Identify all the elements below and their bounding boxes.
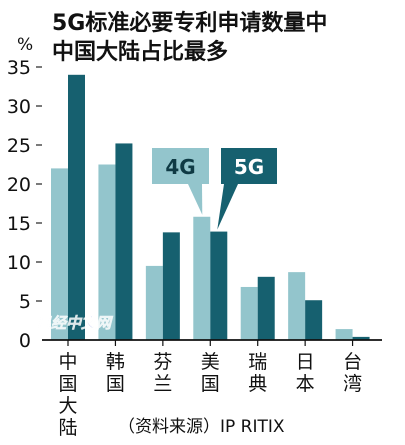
bar-4g-6 xyxy=(335,329,353,340)
bar-4g-4 xyxy=(240,286,258,340)
y-axis-ticks: 0 5 10 15 20 25 30 35 xyxy=(7,57,42,352)
legend-4g-box xyxy=(152,148,209,184)
chart-title-line: 5G标准必要专利申请数量中 xyxy=(52,10,327,36)
y-tick-label: 35 xyxy=(7,57,31,79)
x-tick-label: 美国 xyxy=(201,351,220,395)
bar-5g-4 xyxy=(257,276,275,340)
y-tick-label: 25 xyxy=(7,135,31,157)
legend-4g-pointer xyxy=(188,184,203,215)
x-tick-label: 中国大陆 xyxy=(58,351,77,439)
x-tick-label: 韩国 xyxy=(106,351,125,395)
y-axis-unit: % xyxy=(17,35,33,55)
y-tick-label: 20 xyxy=(7,174,31,196)
legend-4g-label: 4G xyxy=(165,155,195,179)
bar-series xyxy=(51,74,370,341)
y-tick-label: 15 xyxy=(7,213,31,235)
y-tick-label: 30 xyxy=(7,96,31,118)
bar-5g-5 xyxy=(305,300,323,340)
bar-5g-2 xyxy=(162,232,180,340)
y-tick-label: 0 xyxy=(19,330,31,352)
bar-4g-1 xyxy=(98,164,116,340)
bar-4g-0 xyxy=(51,168,68,340)
x-tick-label: 芬兰 xyxy=(153,351,172,395)
legend-5g-label: 5G xyxy=(234,155,264,179)
watermark-logo: 日经中文网 xyxy=(36,314,114,332)
legend-5g-pointer xyxy=(217,184,238,230)
chart-title-line: 中国大陆占比最多 xyxy=(52,39,228,65)
x-tick-label: 瑞典 xyxy=(248,351,267,395)
x-tick-label: 台湾 xyxy=(343,351,362,395)
source-note: （资料来源）IP RITIX xyxy=(118,417,285,437)
x-tick-label: 日本 xyxy=(296,351,315,395)
bar-5g-1 xyxy=(115,143,133,340)
y-tick-label: 10 xyxy=(7,252,31,274)
bar-5g-3 xyxy=(210,231,228,340)
bar-4g-5 xyxy=(288,272,306,340)
legend: 4G 5G xyxy=(152,148,277,230)
y-tick-label: 5 xyxy=(19,291,31,313)
legend-5g-box xyxy=(221,148,277,184)
bar-4g-2 xyxy=(145,265,163,340)
bar-4g-3 xyxy=(193,216,211,340)
bar-5g-0 xyxy=(68,74,85,341)
bar-5g-6 xyxy=(352,336,370,340)
